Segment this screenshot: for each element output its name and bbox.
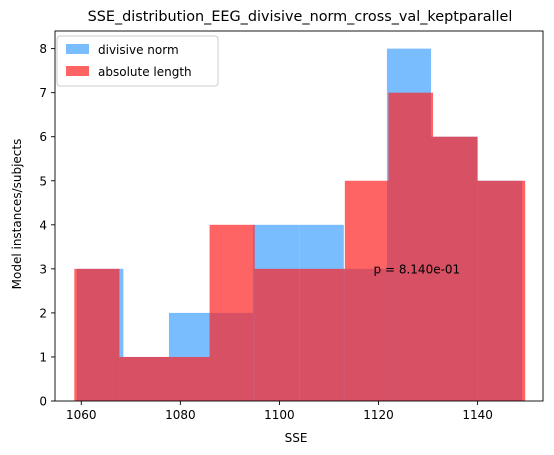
- legend: divisive norm absolute length: [56, 35, 219, 87]
- bar-absolute-length: [477, 180, 526, 401]
- bar-absolute-length: [433, 136, 478, 401]
- y-axis-ticks: 0 1 2 3 4 5 6 7 8: [39, 42, 55, 409]
- x-tick-label: 1140: [462, 408, 493, 422]
- y-tick-label: 3: [39, 262, 47, 276]
- y-tick-label: 4: [39, 218, 47, 232]
- y-axis-label: Model instances/subjects: [10, 139, 24, 290]
- x-tick-label: 1080: [165, 408, 196, 422]
- x-tick-label: 1100: [264, 408, 295, 422]
- bar-absolute-length: [74, 268, 120, 401]
- y-tick-label: 2: [39, 306, 47, 320]
- histogram-bars: [74, 48, 526, 402]
- legend-label-absolute-length: absolute length: [98, 65, 192, 79]
- y-tick-label: 8: [39, 42, 47, 56]
- bar-absolute-length: [209, 224, 255, 401]
- plot-frame: [54, 30, 544, 402]
- bar-absolute-length: [388, 92, 434, 402]
- bar-absolute-length: [299, 268, 345, 401]
- legend-frame: [56, 35, 219, 87]
- legend-swatch-absolute-length: [66, 66, 89, 76]
- y-tick-label: 5: [39, 174, 47, 188]
- bar-absolute-length: [119, 356, 166, 401]
- y-tick-label: 6: [39, 130, 47, 144]
- p-value-annotation: p = 8.140e-01: [374, 262, 461, 276]
- y-tick-label: 1: [39, 350, 47, 364]
- legend-swatch-divisive-norm: [66, 44, 89, 54]
- x-tick-label: 1060: [66, 408, 97, 422]
- bar-absolute-length: [344, 180, 389, 401]
- chart-title: SSE_distribution_EEG_divisive_norm_cross…: [88, 9, 513, 25]
- x-axis-ticks: 1060 1080 1100 1120 1140: [66, 401, 493, 422]
- x-tick-label: 1120: [363, 408, 394, 422]
- y-tick-label: 0: [39, 395, 47, 409]
- x-axis-label: SSE: [285, 431, 308, 445]
- bar-absolute-length: [254, 268, 300, 401]
- legend-label-divisive-norm: divisive norm: [98, 43, 179, 57]
- bar-absolute-length: [165, 356, 210, 401]
- y-tick-label: 7: [39, 86, 47, 100]
